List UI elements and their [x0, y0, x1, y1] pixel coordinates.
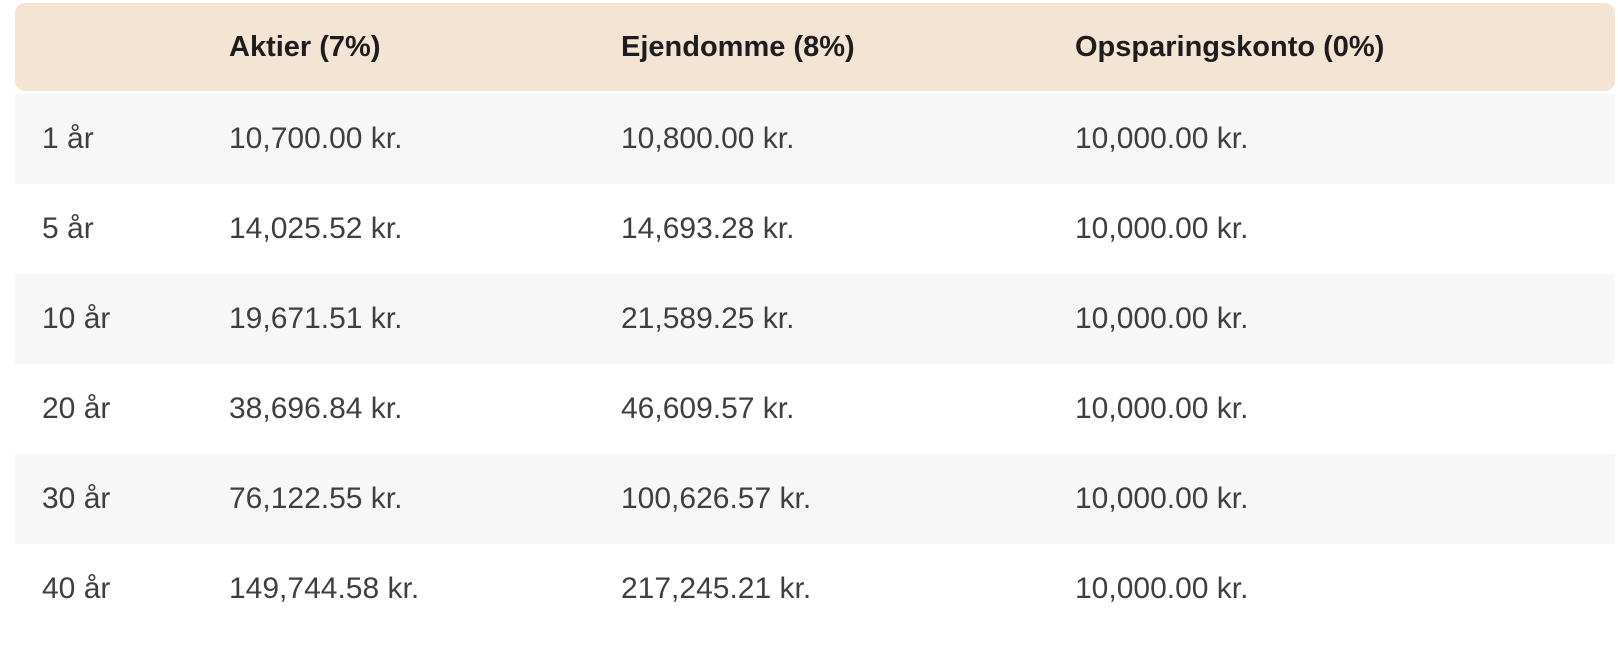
table-row: 5 år 14,025.52 kr. 14,693.28 kr. 10,000.…: [15, 184, 1615, 274]
cell-ejendomme: 10,800.00 kr.: [621, 122, 795, 155]
cell-aktier: 149,744.58 kr.: [229, 572, 420, 605]
table-header-row: Aktier (7%) Ejendomme (8%) Opsparingskon…: [15, 3, 1615, 91]
table-row: 20 år 38,696.84 kr. 46,609.57 kr. 10,000…: [15, 364, 1615, 454]
cell-opsparingskonto: 10,000.00 kr.: [1075, 122, 1249, 155]
table-row: 40 år 149,744.58 kr. 217,245.21 kr. 10,0…: [15, 544, 1615, 634]
cell-opsparingskonto: 10,000.00 kr.: [1075, 212, 1249, 245]
table-row: 10 år 19,671.51 kr. 21,589.25 kr. 10,000…: [15, 274, 1615, 364]
cell-aktier: 76,122.55 kr.: [229, 482, 403, 515]
table-body: 1 år 10,700.00 kr. 10,800.00 kr. 10,000.…: [15, 94, 1615, 634]
column-header-aktier: Aktier (7%): [229, 30, 381, 63]
cell-ejendomme: 46,609.57 kr.: [621, 392, 795, 425]
row-label: 40 år: [42, 572, 111, 605]
row-label: 30 år: [42, 482, 111, 515]
table-row: 30 år 76,122.55 kr. 100,626.57 kr. 10,00…: [15, 454, 1615, 544]
cell-opsparingskonto: 10,000.00 kr.: [1075, 392, 1249, 425]
cell-ejendomme: 100,626.57 kr.: [621, 482, 812, 515]
column-header-ejendomme: Ejendomme (8%): [621, 30, 855, 63]
column-header-opsparingskonto: Opsparingskonto (0%): [1075, 30, 1385, 63]
cell-opsparingskonto: 10,000.00 kr.: [1075, 302, 1249, 335]
cell-ejendomme: 21,589.25 kr.: [621, 302, 795, 335]
cell-ejendomme: 217,245.21 kr.: [621, 572, 812, 605]
cell-aktier: 19,671.51 kr.: [229, 302, 403, 335]
cell-opsparingskonto: 10,000.00 kr.: [1075, 482, 1249, 515]
table-row: 1 år 10,700.00 kr. 10,800.00 kr. 10,000.…: [15, 94, 1615, 184]
investment-comparison-table: Aktier (7%) Ejendomme (8%) Opsparingskon…: [15, 3, 1615, 634]
row-label: 1 år: [42, 122, 94, 155]
cell-aktier: 38,696.84 kr.: [229, 392, 403, 425]
cell-opsparingskonto: 10,000.00 kr.: [1075, 572, 1249, 605]
row-label: 5 år: [42, 212, 94, 245]
cell-aktier: 10,700.00 kr.: [229, 122, 403, 155]
cell-ejendomme: 14,693.28 kr.: [621, 212, 795, 245]
row-label: 20 år: [42, 392, 111, 425]
cell-aktier: 14,025.52 kr.: [229, 212, 403, 245]
row-label: 10 år: [42, 302, 111, 335]
